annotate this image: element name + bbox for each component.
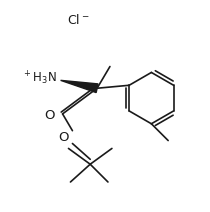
Text: O: O bbox=[44, 109, 55, 122]
Text: Cl$^-$: Cl$^-$ bbox=[67, 13, 89, 27]
Polygon shape bbox=[61, 80, 98, 93]
Text: $\mathregular{^+}$H$_3$N: $\mathregular{^+}$H$_3$N bbox=[22, 70, 57, 87]
Text: O: O bbox=[58, 131, 68, 144]
